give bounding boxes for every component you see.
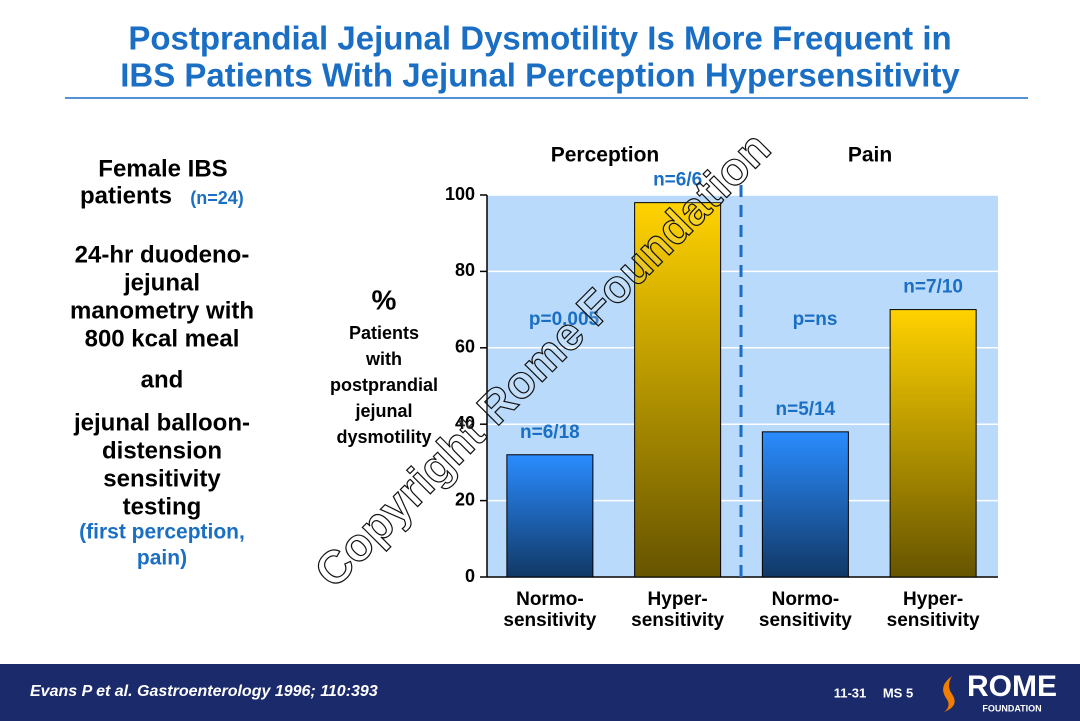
bar-shade xyxy=(762,431,849,577)
x-tick-label: Normo- xyxy=(516,589,584,610)
title: IBS Patients With Jejunal Perception Hyp… xyxy=(120,57,960,94)
x-tick-label: Normo- xyxy=(772,589,840,610)
left-note: (n=24) xyxy=(190,188,244,208)
bar-shade xyxy=(634,202,721,577)
left-text: sensitivity xyxy=(103,465,221,492)
p-value: p=ns xyxy=(793,309,838,330)
y-label: Patients xyxy=(349,323,419,343)
left-text: 800 kcal meal xyxy=(85,325,240,352)
x-tick-label: sensitivity xyxy=(503,610,596,631)
x-tick-label: sensitivity xyxy=(759,610,852,631)
left-text: manometry with xyxy=(70,297,254,324)
y-label: with xyxy=(365,349,402,369)
left-text: testing xyxy=(123,493,202,520)
left-text: and xyxy=(141,366,184,393)
n-label: n=6/6 xyxy=(653,170,702,191)
slide-id: 11-31 xyxy=(834,685,867,700)
left-text: 24-hr duodeno- xyxy=(75,241,250,268)
left-text: Female IBS xyxy=(98,155,227,182)
left-text: patients xyxy=(80,182,172,209)
y-label: % xyxy=(372,284,397,315)
citation: Evans P et al. Gastroenterology 1996; 11… xyxy=(30,683,378,700)
p-value: p=0.005 xyxy=(529,309,600,330)
n-label: n=5/14 xyxy=(776,399,836,420)
footer-bar xyxy=(0,664,1080,721)
group-label: Perception xyxy=(551,144,660,167)
y-tick-label: 100 xyxy=(445,184,475,204)
y-tick-label: 20 xyxy=(455,489,475,509)
left-text: distension xyxy=(102,437,222,464)
logo-sub: FOUNDATION xyxy=(982,703,1041,713)
left-text: jejunal xyxy=(123,269,200,296)
y-label: postprandial xyxy=(330,375,438,395)
y-tick-label: 60 xyxy=(455,337,475,357)
x-tick-label: Hyper- xyxy=(903,589,963,610)
y-tick-label: 40 xyxy=(455,413,475,433)
n-label: n=6/18 xyxy=(520,422,580,443)
left-note: (first perception, xyxy=(79,521,245,544)
left-note: pain) xyxy=(137,547,187,570)
n-label: n=7/10 xyxy=(903,277,963,298)
slide-code: MS 5 xyxy=(883,685,913,700)
x-tick-label: sensitivity xyxy=(887,610,980,631)
y-tick-label: 0 xyxy=(465,566,475,586)
y-label: dysmotility xyxy=(336,427,431,447)
bar-shade xyxy=(506,454,593,577)
x-tick-label: sensitivity xyxy=(631,610,724,631)
x-tick-label: Hyper- xyxy=(648,589,708,610)
title: Postprandial Jejunal Dysmotility Is More… xyxy=(128,20,951,57)
logo: ROME xyxy=(967,670,1057,703)
y-tick-label: 80 xyxy=(455,260,475,280)
group-label: Pain xyxy=(848,144,892,167)
logo-flame xyxy=(943,676,955,712)
left-text: jejunal balloon- xyxy=(73,409,250,436)
bar-shade xyxy=(890,309,977,577)
y-label: jejunal xyxy=(354,401,412,421)
